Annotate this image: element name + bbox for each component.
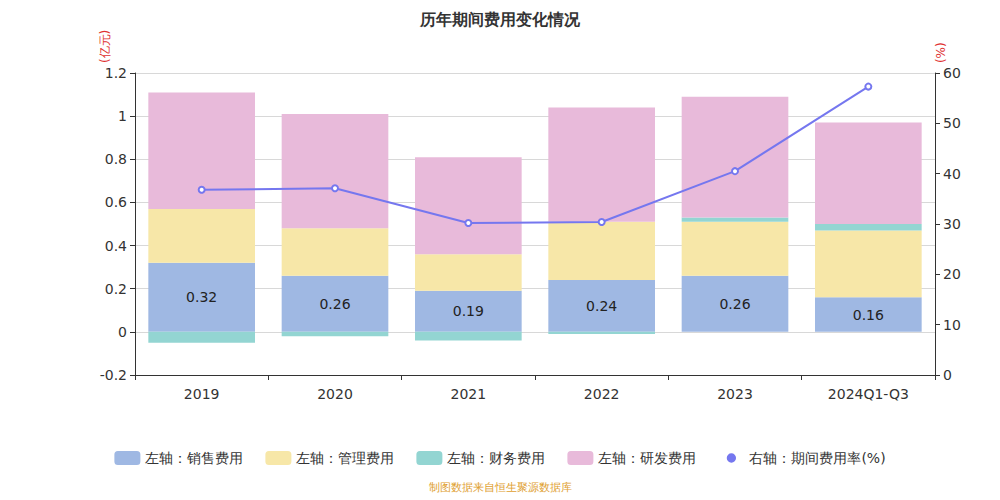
svg-text:2022: 2022 (584, 386, 620, 402)
svg-text:1.2: 1.2 (105, 65, 127, 81)
svg-text:(%): (%) (934, 42, 948, 63)
svg-text:2019: 2019 (184, 386, 220, 402)
svg-text:60: 60 (943, 65, 961, 81)
svg-text:2020: 2020 (317, 386, 353, 402)
svg-text:0.6: 0.6 (105, 194, 127, 210)
svg-text:0.26: 0.26 (319, 296, 350, 312)
svg-text:1: 1 (118, 108, 127, 124)
svg-text:右轴：期间费用率(%): 右轴：期间费用率(%) (749, 450, 885, 466)
svg-text:0.32: 0.32 (186, 289, 217, 305)
svg-text:左轴：研发费用: 左轴：研发费用 (598, 450, 696, 466)
svg-text:-0.2: -0.2 (100, 367, 127, 383)
svg-text:40: 40 (943, 166, 961, 182)
svg-text:2023: 2023 (717, 386, 753, 402)
svg-text:左轴：管理费用: 左轴：管理费用 (296, 450, 394, 466)
svg-text:0: 0 (943, 367, 952, 383)
svg-text:0.24: 0.24 (586, 298, 617, 314)
svg-text:0.26: 0.26 (719, 296, 750, 312)
svg-text:30: 30 (943, 216, 961, 232)
svg-text:0.16: 0.16 (853, 307, 884, 323)
svg-text:2021: 2021 (451, 386, 487, 402)
svg-text:制图数据来自恒生聚源数据库: 制图数据来自恒生聚源数据库 (429, 481, 572, 494)
svg-text:0.8: 0.8 (105, 151, 127, 167)
svg-text:左轴：销售费用: 左轴：销售费用 (145, 450, 243, 466)
svg-text:0.4: 0.4 (105, 238, 127, 254)
svg-text:10: 10 (943, 317, 961, 333)
svg-text:0.19: 0.19 (453, 303, 484, 319)
svg-text:历年期间费用变化情况: 历年期间费用变化情况 (419, 10, 581, 29)
svg-text:2024Q1-Q3: 2024Q1-Q3 (828, 386, 909, 402)
svg-text:20: 20 (943, 266, 961, 282)
svg-text:左轴：财务费用: 左轴：财务费用 (447, 450, 545, 466)
svg-text:0: 0 (118, 324, 127, 340)
svg-text:(亿元): (亿元) (98, 30, 112, 63)
svg-text:50: 50 (943, 115, 961, 131)
svg-text:0.2: 0.2 (105, 281, 127, 297)
